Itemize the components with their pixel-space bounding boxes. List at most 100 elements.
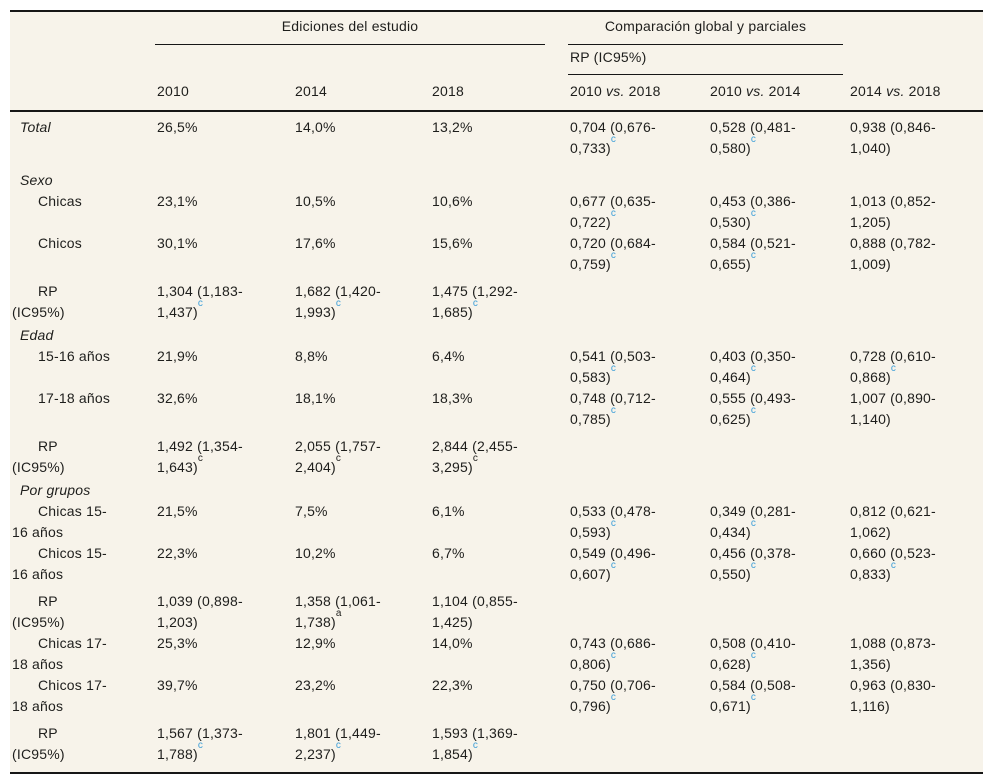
value-cell: 1,088 (0,873-1,356) [850, 635, 936, 672]
footnote-marker[interactable]: c [750, 692, 756, 704]
empty-cell [155, 45, 568, 75]
column-header: 2010 [155, 75, 293, 112]
value-cell [708, 717, 848, 772]
value-cell [708, 430, 848, 478]
column-header: 2014 vs. 2018 [848, 75, 984, 112]
value-cell: 1,358 (1,061-1,738)a [295, 593, 381, 630]
footnote-marker[interactable]: c [610, 363, 616, 375]
group-header-ediciones: Ediciones del estudio [155, 12, 545, 45]
footnote-marker[interactable]: c [610, 405, 616, 417]
footnote-marker[interactable]: c [610, 518, 616, 530]
value-cell: 0,812 (0,621-1,062) [850, 503, 936, 540]
value-cell: 0,963 (0,830-1,116) [850, 677, 936, 714]
value-cell: 1,801 (1,449-2,237)c [295, 725, 381, 762]
footnote-marker[interactable]: c [750, 560, 756, 572]
value-cell [568, 275, 708, 323]
value-cell: 6,7% [432, 545, 465, 561]
section-label: Sexo [20, 172, 53, 188]
value-cell: 23,2% [295, 677, 336, 693]
section-label: Por grupos [20, 482, 91, 498]
footnote-marker[interactable]: c [197, 740, 203, 752]
footnote-marker[interactable]: c [750, 208, 756, 220]
value-cell: 17,6% [295, 235, 336, 251]
footnote-marker[interactable]: c [750, 134, 756, 146]
row-label: RP (IC95%) [12, 593, 65, 630]
value-cell: 21,9% [157, 348, 198, 364]
value-cell [708, 585, 848, 633]
value-cell: 25,3% [157, 635, 198, 651]
value-cell: 30,1% [157, 235, 198, 251]
value-cell: 7,5% [295, 503, 328, 519]
value-cell: 0,541 (0,503-0,583)c [570, 348, 656, 385]
footnote-marker[interactable]: c [472, 740, 478, 752]
footnote-marker[interactable]: c [750, 363, 756, 375]
footnote-marker[interactable]: c [197, 298, 203, 310]
value-cell [708, 275, 848, 323]
table-row: RP (IC95%) 1,039 (0,898-1,203) 1,358 (1,061… [10, 585, 983, 633]
value-cell: 0,549 (0,496-0,607)c [570, 545, 656, 582]
section-row: Sexo [10, 159, 983, 191]
value-cell [848, 430, 983, 478]
footnote-marker[interactable]: c [335, 740, 341, 752]
value-cell: 0,704 (0,676-0,733)c [570, 119, 656, 156]
footnote-marker[interactable]: c [610, 692, 616, 704]
table-row: Chicas 15- 16 años 21,5% 7,5% 6,1% 0,533 (0,4… [10, 501, 983, 543]
value-cell: 22,3% [432, 677, 473, 693]
value-cell: 0,584 (0,508-0,671)c [710, 677, 796, 714]
value-cell: 0,728 (0,610-0,868)c [850, 348, 936, 385]
value-cell: 10,2% [295, 545, 336, 561]
empty-cell [10, 45, 155, 75]
footnote-marker[interactable]: c [610, 208, 616, 220]
value-cell: 0,748 (0,712-0,785)c [570, 390, 656, 427]
footnote-marker: a [335, 608, 342, 620]
value-cell: 22,3% [157, 545, 198, 561]
value-cell: 1,567 (1,373-1,788)c [157, 725, 243, 762]
subgroup-header-rp-ic95: RP (IC95%) [568, 45, 844, 75]
value-cell: 0,888 (0,782-1,009) [850, 235, 936, 272]
value-cell: 0,677 (0,635-0,722)c [570, 193, 656, 230]
value-cell: 0,533 (0,478-0,593)c [570, 503, 656, 540]
table-row: Chicos 15- 16 años 22,3% 10,2% 6,7% 0,549 (0,… [10, 543, 983, 585]
table-row: Chicas 17- 18 años 25,3% 12,9% 14,0% 0,743 (0… [10, 633, 983, 675]
footnote-marker[interactable]: c [890, 560, 896, 572]
footnote-marker[interactable]: c [750, 650, 756, 662]
column-header-row: 2010 2014 2018 2010 vs. 2018 2010 vs. 2014 20… [10, 75, 984, 112]
value-cell: 10,5% [295, 193, 336, 209]
empty-cell [848, 45, 983, 75]
row-label: Total [20, 119, 51, 135]
footnote-marker[interactable]: c [750, 405, 756, 417]
footnote-marker: c [472, 453, 478, 465]
value-cell: 1,039 (0,898-1,203) [157, 593, 243, 630]
footnote-marker[interactable]: c [610, 560, 616, 572]
value-cell [848, 585, 983, 633]
value-cell: 0,584 (0,521-0,655)c [710, 235, 796, 272]
value-cell: 14,0% [295, 119, 336, 135]
value-cell: 0,660 (0,523-0,833)c [850, 545, 936, 582]
value-cell: 0,938 (0,846-1,040) [850, 119, 936, 156]
value-cell: 18,1% [295, 390, 336, 406]
table-row: 17-18 años 32,6% 18,1% 18,3% 0,748 (0,712-0,… [10, 388, 983, 430]
table-row: Chicos 30,1% 17,6% 15,6% 0,720 (0,684-0,759)… [10, 233, 983, 275]
footnote-marker[interactable]: c [472, 298, 478, 310]
row-label: RP (IC95%) [12, 725, 65, 762]
vs-label: vs. [746, 83, 765, 99]
table-row: Total 26,5% 14,0% 13,2% 0,704 (0,676-0,733)c… [10, 111, 983, 159]
value-cell: 14,0% [432, 635, 473, 651]
footnote-marker[interactable]: c [335, 298, 341, 310]
value-cell: 0,508 (0,410-0,628)c [710, 635, 796, 672]
footnote-marker[interactable]: c [610, 134, 616, 146]
vs-label: vs. [606, 83, 625, 99]
value-cell: 2,844 (2,455-3,295)c [432, 438, 518, 475]
footnote-marker[interactable]: c [610, 650, 616, 662]
footnote-marker[interactable]: c [750, 518, 756, 530]
value-cell: 10,6% [432, 193, 473, 209]
footnote-marker[interactable]: c [610, 250, 616, 262]
value-cell: 32,6% [157, 390, 198, 406]
value-cell: 0,555 (0,493-0,625)c [710, 390, 796, 427]
footnote-marker[interactable]: c [890, 363, 896, 375]
row-label: RP (IC95%) [12, 283, 65, 320]
value-cell: 1,593 (1,369-1,854)c [432, 725, 518, 762]
table-row: RP (IC95%) 1,567 (1,373-1,788)c 1,801 (1,44… [10, 717, 983, 772]
footnote-marker[interactable]: c [750, 250, 756, 262]
